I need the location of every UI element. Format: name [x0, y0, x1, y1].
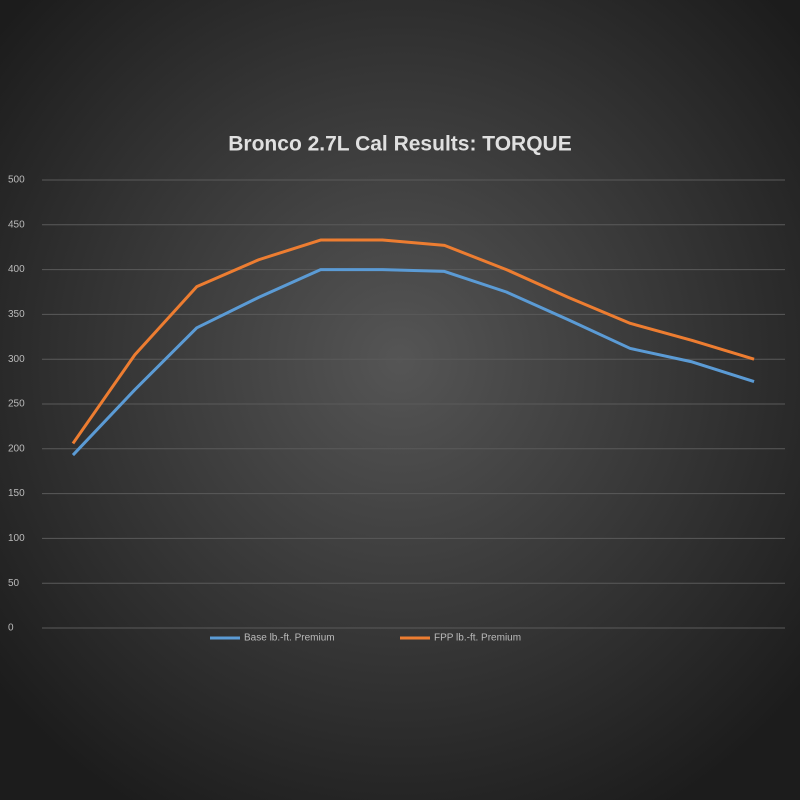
series-line [71, 268, 755, 457]
y-tick-label: 100 [8, 533, 25, 544]
y-tick-label: 200 [8, 443, 25, 454]
y-tick-label: 450 [8, 219, 25, 230]
legend-label: FPP lb.-ft. Premium [434, 633, 521, 644]
y-tick-label: 0 [8, 623, 14, 634]
y-tick-label: 350 [8, 309, 25, 320]
y-tick-label: 150 [8, 488, 25, 499]
y-tick-label: 250 [8, 399, 25, 410]
chart-title: Bronco 2.7L Cal Results: TORQUE [228, 133, 571, 156]
y-tick-label: 500 [8, 175, 25, 186]
y-tick-label: 50 [8, 578, 20, 589]
series-line [71, 238, 755, 445]
y-tick-label: 300 [8, 354, 25, 365]
legend-label: Base lb.-ft. Premium [244, 633, 335, 644]
y-tick-label: 400 [8, 264, 25, 275]
